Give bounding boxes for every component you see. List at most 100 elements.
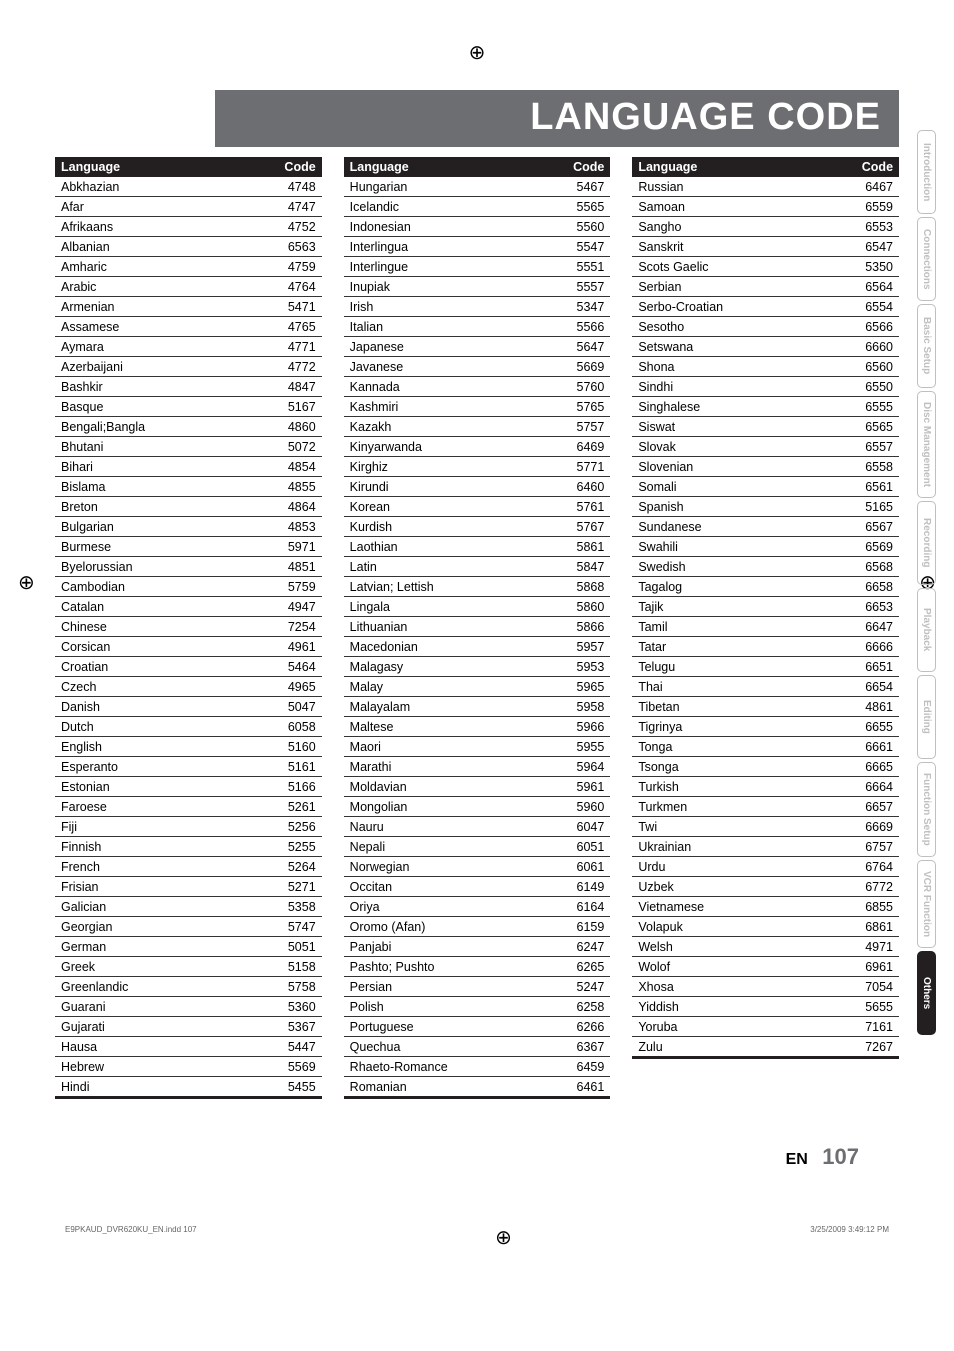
lang-name: Albanian (55, 237, 258, 257)
lang-name: Somali (632, 477, 835, 497)
sidebar-tab-editing[interactable]: Editing (917, 675, 936, 759)
sidebar-tab-connections[interactable]: Connections (917, 217, 936, 301)
table-row: Interlingua5547 (344, 237, 611, 257)
lang-code: 6564 (835, 277, 899, 297)
lang-code: 6547 (835, 237, 899, 257)
lang-name: Catalan (55, 597, 258, 617)
table-row: Kurdish5767 (344, 517, 611, 537)
table-row: Maori5955 (344, 737, 611, 757)
lang-name: Greenlandic (55, 977, 258, 997)
lang-code: 6654 (835, 677, 899, 697)
tbody-2: Hungarian5467Icelandic5565Indonesian5560… (344, 177, 611, 1098)
lang-code: 6164 (546, 897, 610, 917)
table-row: Uzbek6772 (632, 877, 899, 897)
lang-code: 6555 (835, 397, 899, 417)
lang-code: 4965 (258, 677, 322, 697)
lang-code: 5760 (546, 377, 610, 397)
lang-code: 6764 (835, 857, 899, 877)
lang-name: Telugu (632, 657, 835, 677)
lang-name: Vietnamese (632, 897, 835, 917)
table-row: Arabic4764 (55, 277, 322, 297)
sidebar-tab-recording[interactable]: Recording (917, 501, 936, 585)
table-row: Welsh4971 (632, 937, 899, 957)
lang-code: 5471 (258, 297, 322, 317)
lang-name: Xhosa (632, 977, 835, 997)
lang-code: 5447 (258, 1037, 322, 1057)
lang-name: Persian (344, 977, 547, 997)
table-row: Tajik6653 (632, 597, 899, 617)
table-row: Russian6467 (632, 177, 899, 197)
table-row: Fiji5256 (55, 817, 322, 837)
lang-name: Swahili (632, 537, 835, 557)
lang-name: Byelorussian (55, 557, 258, 577)
lang-code: 5455 (258, 1077, 322, 1098)
lang-name: Hebrew (55, 1057, 258, 1077)
sidebar-tab-playback[interactable]: Playback (917, 588, 936, 672)
table-row: Danish5047 (55, 697, 322, 717)
table-row: Dutch6058 (55, 717, 322, 737)
table-row: Vietnamese6855 (632, 897, 899, 917)
table-row: Malay5965 (344, 677, 611, 697)
footer-en: EN (786, 1151, 808, 1168)
lang-name: Quechua (344, 1037, 547, 1057)
table-row: Twi6669 (632, 817, 899, 837)
table-row: Occitan6149 (344, 877, 611, 897)
table-row: Hausa5447 (55, 1037, 322, 1057)
table-row: Romanian6461 (344, 1077, 611, 1098)
lang-code: 5557 (546, 277, 610, 297)
table-row: Slovenian6558 (632, 457, 899, 477)
lang-name: Italian (344, 317, 547, 337)
table-row: Abkhazian4748 (55, 177, 322, 197)
table-row: Greek5158 (55, 957, 322, 977)
lang-code: 4772 (258, 357, 322, 377)
lang-code: 5051 (258, 937, 322, 957)
table-row: Pashto; Pushto6265 (344, 957, 611, 977)
table-row: Corsican4961 (55, 637, 322, 657)
sidebar-tab-disc-management[interactable]: Disc Management (917, 391, 936, 498)
lang-code: 5960 (546, 797, 610, 817)
table-row: Quechua6367 (344, 1037, 611, 1057)
lang-code: 6559 (835, 197, 899, 217)
lang-name: Welsh (632, 937, 835, 957)
lang-code: 6961 (835, 957, 899, 977)
lang-code: 5551 (546, 257, 610, 277)
sidebar-tab-basic-setup[interactable]: Basic Setup (917, 304, 936, 388)
lang-name: Turkish (632, 777, 835, 797)
lang-name: Azerbaijani (55, 357, 258, 377)
table-row: Tonga6661 (632, 737, 899, 757)
table-row: Norwegian6061 (344, 857, 611, 877)
lang-name: Yiddish (632, 997, 835, 1017)
table-row: Finnish5255 (55, 837, 322, 857)
lang-name: Tajik (632, 597, 835, 617)
lang-code: 6061 (546, 857, 610, 877)
lang-code: 5547 (546, 237, 610, 257)
lang-name: Wolof (632, 957, 835, 977)
lang-code: 6566 (835, 317, 899, 337)
lang-code: 5166 (258, 777, 322, 797)
lang-code: 5847 (546, 557, 610, 577)
tbody-3: Russian6467Samoan6559Sangho6553Sanskrit6… (632, 177, 899, 1058)
header-lang: Language (344, 157, 547, 177)
table-row: Galician5358 (55, 897, 322, 917)
lang-code: 6467 (835, 177, 899, 197)
table-row: Tigrinya6655 (632, 717, 899, 737)
lang-code: 6460 (546, 477, 610, 497)
lang-code: 5264 (258, 857, 322, 877)
sidebar-tab-vcr-function[interactable]: VCR Function (917, 860, 936, 948)
lang-name: Ukrainian (632, 837, 835, 857)
table-row: Sindhi6550 (632, 377, 899, 397)
lang-name: Irish (344, 297, 547, 317)
lang-name: Danish (55, 697, 258, 717)
sidebar-tab-function-setup[interactable]: Function Setup (917, 762, 936, 857)
sidebar-tab-introduction[interactable]: Introduction (917, 130, 936, 214)
sidebar-tab-others[interactable]: Others (917, 951, 936, 1035)
lang-code: 4860 (258, 417, 322, 437)
table-row: Indonesian5560 (344, 217, 611, 237)
lang-code: 6149 (546, 877, 610, 897)
section-sidebar: Introduction Connections Basic Setup Disc M… (917, 130, 936, 1035)
table-row: Georgian5747 (55, 917, 322, 937)
table-row: Malagasy5953 (344, 657, 611, 677)
language-columns: Language Code Abkhazian4748Afar4747Afrik… (55, 157, 899, 1099)
lang-code: 6247 (546, 937, 610, 957)
lang-name: Galician (55, 897, 258, 917)
